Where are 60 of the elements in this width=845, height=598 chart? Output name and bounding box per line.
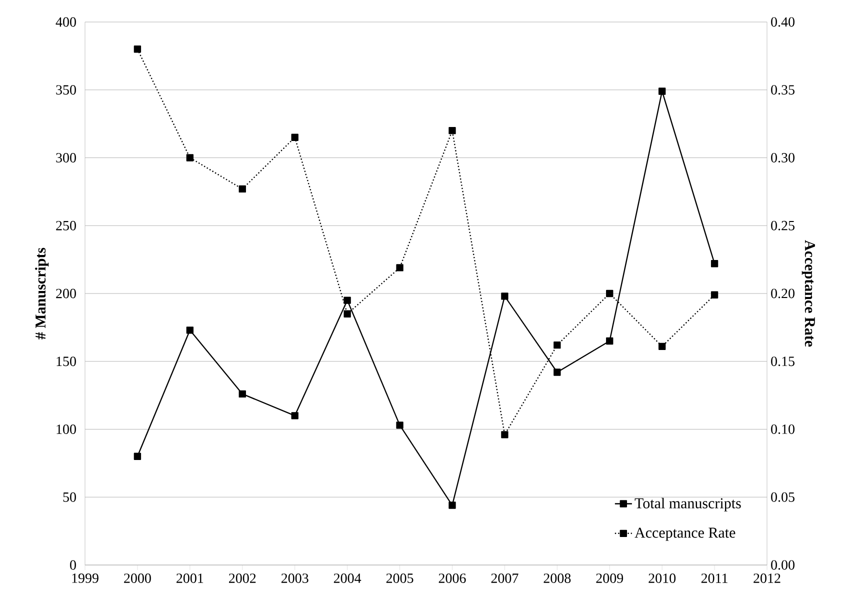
y-tick-label: 150 — [56, 356, 76, 366]
y2-tick-label: 0.35 — [771, 85, 794, 95]
x-tick-label: 2004 — [334, 574, 362, 583]
x-tick-label: 2003 — [281, 574, 308, 583]
x-tick-label: 2007 — [491, 574, 518, 583]
x-tick-label: 2001 — [176, 574, 204, 583]
y2-axis-title: Acceptance Rate — [802, 240, 815, 347]
x-tick-label: 2005 — [386, 574, 414, 583]
y-tick-label: 250 — [56, 220, 76, 230]
y-tick-label: 50 — [63, 492, 76, 502]
y-tick-label: 100 — [56, 424, 76, 434]
point — [710, 260, 718, 268]
x-tick-label: 2010 — [648, 574, 676, 583]
x-tick-label: 2002 — [228, 574, 256, 583]
x-tick-label: 2011 — [701, 574, 728, 583]
legend-label: Total manuscripts — [634, 498, 741, 512]
point — [606, 290, 614, 298]
point — [396, 422, 404, 429]
y-axis-title: # Manuscripts — [35, 248, 49, 340]
point — [710, 291, 718, 298]
y2-tick-label: 0.05 — [771, 492, 794, 502]
y2-tick-label: 0.10 — [771, 424, 794, 434]
point — [658, 88, 666, 95]
y-tick-label: 0 — [70, 560, 76, 570]
y-tick-label: 200 — [56, 288, 76, 298]
point — [448, 502, 456, 509]
point — [344, 296, 351, 304]
x-tick-label: 2012 — [754, 574, 780, 583]
point — [238, 185, 246, 193]
x-tick-label: 1999 — [72, 574, 98, 583]
point — [291, 134, 298, 141]
point — [134, 452, 142, 460]
point — [448, 127, 456, 134]
point — [554, 368, 561, 376]
x-tick-label: 2008 — [544, 574, 571, 583]
x-tick-label: 2009 — [596, 574, 624, 583]
legend-label: Acceptance Rate — [634, 528, 736, 541]
y-tick-label: 350 — [56, 85, 76, 95]
point — [658, 342, 666, 350]
y2-tick-label: 0.30 — [771, 152, 794, 163]
point — [606, 337, 614, 345]
y2-tick-label: 0.20 — [771, 288, 794, 298]
point — [396, 264, 404, 272]
y2-tick-label: 0.40 — [771, 17, 794, 27]
point — [186, 154, 194, 162]
y2-tick-label: 0.15 — [771, 356, 794, 366]
point — [291, 412, 298, 420]
y-tick-label: 400 — [56, 17, 76, 27]
point — [238, 390, 246, 398]
y2-tick-label: 0.00 — [771, 560, 794, 570]
point — [501, 431, 508, 438]
point — [344, 310, 351, 318]
x-tick-label: 2006 — [438, 574, 466, 583]
x-tick-label: 2000 — [124, 574, 151, 583]
y2-tick-label: 0.25 — [771, 220, 794, 230]
y-tick-label: 300 — [56, 153, 76, 162]
point — [554, 341, 561, 349]
point — [186, 326, 194, 334]
point — [501, 292, 508, 300]
point — [134, 46, 142, 53]
